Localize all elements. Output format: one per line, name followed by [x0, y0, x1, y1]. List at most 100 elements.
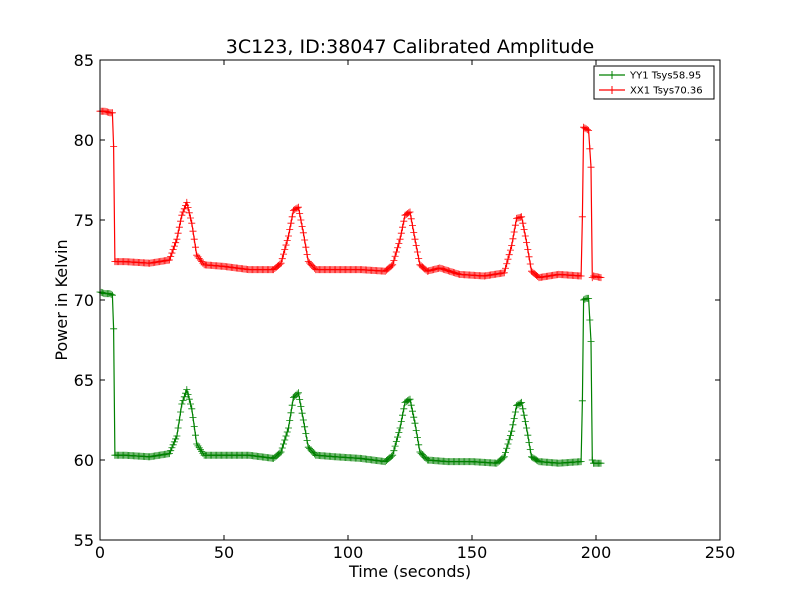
series-layer — [96, 107, 605, 467]
data-point — [597, 459, 605, 467]
data-point — [294, 389, 302, 397]
data-point — [519, 219, 527, 227]
data-point — [173, 235, 181, 243]
data-point — [520, 411, 528, 419]
data-point — [389, 451, 397, 459]
data-point — [302, 243, 310, 251]
data-point — [293, 204, 301, 212]
data-point — [597, 274, 605, 282]
data-point — [278, 255, 286, 263]
data-point — [411, 235, 419, 243]
data-point — [278, 444, 286, 452]
data-point — [301, 423, 309, 431]
data-point — [296, 396, 304, 404]
data-point — [389, 261, 397, 269]
data-point — [303, 436, 311, 444]
data-point — [191, 431, 199, 439]
data-point — [280, 440, 288, 448]
data-point — [387, 262, 395, 270]
data-point — [406, 208, 414, 216]
data-point — [501, 264, 509, 272]
data-point — [397, 418, 405, 426]
data-point — [299, 416, 307, 424]
data-point — [167, 447, 175, 455]
data-point — [390, 447, 398, 455]
y-tick-label: 55 — [74, 531, 94, 550]
data-point — [196, 446, 204, 454]
data-point — [406, 395, 414, 403]
x-axis-label: Time (seconds) — [348, 562, 471, 581]
data-point — [172, 435, 180, 443]
data-point — [586, 316, 594, 324]
data-point — [578, 397, 586, 405]
data-point — [407, 215, 415, 223]
data-point — [408, 222, 416, 230]
data-point — [525, 253, 533, 261]
data-point — [587, 163, 595, 171]
data-point — [392, 248, 400, 256]
data-point — [396, 235, 404, 243]
data-point — [523, 424, 531, 432]
data-point — [287, 409, 295, 417]
y-tick-label: 70 — [74, 291, 94, 310]
series-yy1 — [96, 288, 605, 467]
data-point — [187, 214, 195, 222]
legend-box — [593, 65, 715, 100]
series-xx1 — [96, 107, 605, 282]
data-point — [179, 208, 187, 216]
y-tick-label: 60 — [74, 451, 94, 470]
data-point — [499, 454, 507, 462]
data-point — [107, 290, 115, 298]
data-point — [297, 402, 305, 410]
data-point — [407, 401, 415, 409]
data-point — [518, 213, 526, 221]
data-point — [412, 426, 420, 434]
data-point — [282, 241, 290, 249]
data-point — [108, 109, 116, 117]
data-point — [585, 294, 593, 302]
data-point — [190, 422, 198, 430]
data-point — [281, 436, 289, 444]
data-point — [506, 246, 514, 254]
data-point — [578, 213, 586, 221]
data-point — [169, 441, 177, 449]
data-point — [415, 254, 423, 262]
data-point — [510, 228, 518, 236]
legend-marker — [608, 86, 616, 94]
data-point — [172, 239, 180, 247]
chart-title: 3C123, ID:38047 Calibrated Amplitude — [226, 36, 594, 58]
data-point — [297, 216, 305, 224]
data-point — [586, 145, 594, 153]
data-point — [286, 416, 294, 424]
y-tick-label: 80 — [74, 131, 94, 150]
legend-label: YY1 Tsys58.95 — [629, 71, 701, 82]
data-point — [302, 430, 310, 438]
data-point — [284, 232, 292, 240]
data-point — [408, 407, 416, 415]
data-point — [195, 444, 203, 452]
data-point — [500, 453, 508, 461]
data-point — [180, 393, 188, 401]
data-point — [180, 205, 188, 213]
data-point — [288, 401, 296, 409]
data-point — [179, 396, 187, 404]
data-point — [276, 449, 284, 457]
data-point — [178, 211, 186, 219]
data-point — [521, 232, 529, 240]
data-point — [298, 409, 306, 417]
data-point — [165, 256, 173, 264]
data-point — [283, 428, 291, 436]
data-point — [501, 449, 509, 457]
data-point — [282, 432, 290, 440]
data-point — [169, 246, 177, 254]
data-point — [280, 250, 288, 258]
data-point — [577, 458, 585, 466]
x-tick-label: 250 — [705, 543, 736, 562]
data-point — [174, 424, 182, 432]
data-point — [185, 395, 193, 403]
data-point — [394, 433, 402, 441]
data-point — [397, 229, 405, 237]
data-point — [399, 223, 407, 231]
data-point — [177, 408, 185, 416]
